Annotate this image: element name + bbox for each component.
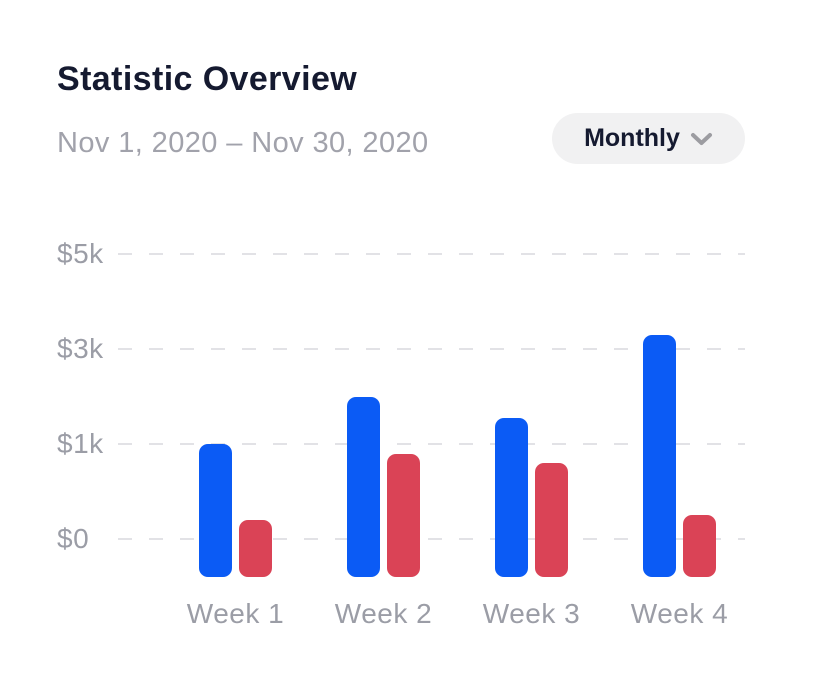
bar-red-week-4[interactable] [683,515,716,577]
y-axis-label: $5k [57,238,104,269]
y-axis-label: $1k [57,428,104,459]
date-range: Nov 1, 2020 – Nov 30, 2020 [57,127,429,159]
page-title: Statistic Overview [57,60,358,98]
period-dropdown-label: Monthly [584,124,680,152]
bar-blue-week-2[interactable] [347,396,380,577]
bar-red-week-2[interactable] [387,453,420,577]
gridline [118,348,745,350]
gridline [118,253,745,255]
x-axis-label: Week 2 [334,598,433,629]
gridline [118,443,745,445]
bar-red-week-3[interactable] [535,463,568,577]
x-axis-label: Week 4 [630,598,729,629]
bar-blue-week-1[interactable] [199,444,232,577]
period-dropdown[interactable]: Monthly [552,113,745,164]
chevron-down-icon [690,131,713,150]
y-axis-label: $0 [57,523,90,554]
gridline [118,538,745,540]
bar-red-week-1[interactable] [239,520,272,577]
bar-blue-week-4[interactable] [643,334,676,577]
y-axis-label: $3k [57,333,104,364]
bar-blue-week-3[interactable] [495,417,528,577]
x-axis-label: Week 1 [186,598,285,629]
x-axis-label: Week 3 [482,598,581,629]
